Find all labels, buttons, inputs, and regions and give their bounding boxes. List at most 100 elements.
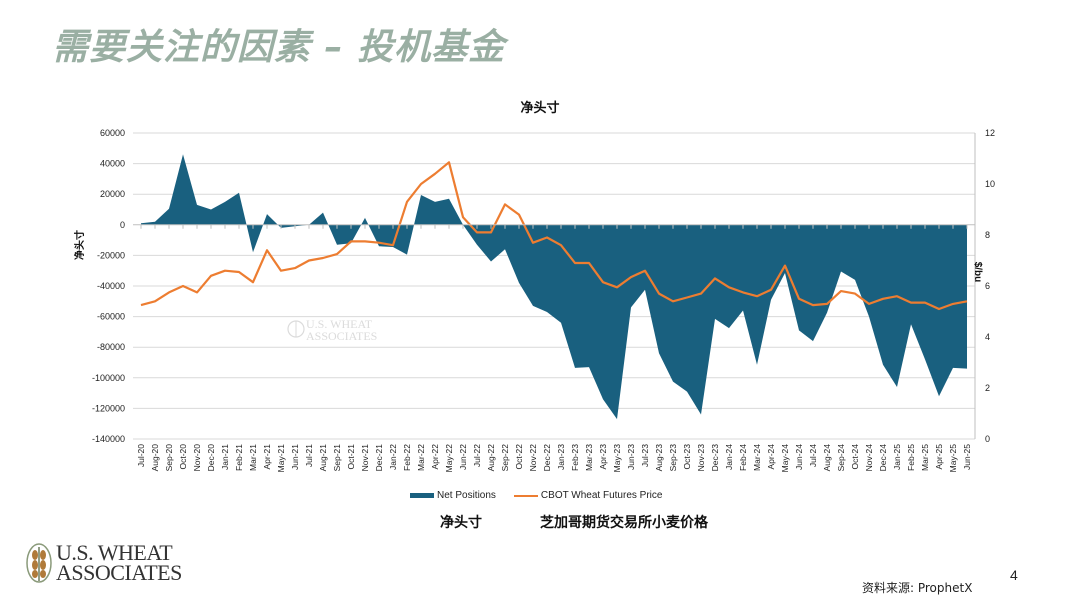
y2-tick-label: 0 bbox=[985, 434, 990, 444]
legend-swatch-area bbox=[410, 493, 434, 498]
net-positions-area bbox=[141, 154, 967, 420]
y2-tick-label: 10 bbox=[985, 179, 995, 189]
legend-label: Net Positions bbox=[437, 490, 496, 501]
x-tick-label: Jan-23 bbox=[556, 444, 566, 470]
x-tick-label: Jul-23 bbox=[640, 444, 650, 467]
x-tick-label: Jun-25 bbox=[962, 444, 972, 470]
x-tick-label: Mar-22 bbox=[416, 444, 426, 471]
x-tick-label: Jun-22 bbox=[458, 444, 468, 470]
source-note: 资料来源: ProphetX bbox=[862, 581, 973, 595]
y-tick-label: 20000 bbox=[100, 189, 125, 199]
svg-text:U.S. WHEAT: U.S. WHEAT bbox=[306, 317, 373, 331]
x-tick-label: Oct-20 bbox=[178, 444, 188, 470]
x-tick-label: Apr-21 bbox=[262, 444, 272, 470]
y-tick-label: -120000 bbox=[92, 403, 125, 413]
x-tick-label: Sep-21 bbox=[332, 444, 342, 472]
x-tick-label: Nov-21 bbox=[360, 444, 370, 472]
price-line bbox=[140, 161, 968, 311]
chart-title: 净头寸 bbox=[520, 100, 559, 116]
x-tick-label: Nov-23 bbox=[696, 444, 706, 472]
y-tick-label: -80000 bbox=[97, 342, 125, 352]
x-tick-label: Feb-22 bbox=[402, 444, 412, 471]
x-tick-label: Jul-22 bbox=[472, 444, 482, 467]
legend-item-price: CBOT Wheat Futures Price bbox=[513, 490, 663, 501]
y2-tick-label: 12 bbox=[985, 128, 995, 138]
y2-axis-label: $/bu bbox=[972, 262, 983, 283]
x-tick-label: Mar-21 bbox=[248, 444, 258, 471]
y2-tick-label: 2 bbox=[985, 383, 990, 393]
x-tick-label: Sep-22 bbox=[500, 444, 510, 472]
y-tick-label: 0 bbox=[120, 220, 125, 230]
y-tick-label: -140000 bbox=[92, 434, 125, 444]
y2-tick-label: 4 bbox=[985, 332, 990, 342]
page-number: 4 bbox=[1010, 567, 1018, 583]
x-tick-label: Aug-23 bbox=[654, 444, 664, 472]
y-tick-label: -40000 bbox=[97, 281, 125, 291]
x-tick-label: Nov-20 bbox=[192, 444, 202, 472]
x-tick-label: Aug-21 bbox=[318, 444, 328, 472]
watermark-logo: U.S. WHEAT ASSOCIATES bbox=[287, 317, 377, 343]
y-tick-label: 60000 bbox=[100, 128, 125, 138]
legend-item-net-positions: Net Positions bbox=[410, 490, 496, 501]
x-tick-label: May-21 bbox=[276, 444, 286, 473]
x-tick-label: Dec-23 bbox=[710, 444, 720, 472]
x-tick-label: Dec-20 bbox=[206, 444, 216, 472]
x-tick-label: Nov-22 bbox=[528, 444, 538, 472]
x-tick-label: May-24 bbox=[780, 444, 790, 473]
x-tick-label: Jul-21 bbox=[304, 444, 314, 467]
x-tick-label: Jun-23 bbox=[626, 444, 636, 470]
x-tick-label: Oct-21 bbox=[346, 444, 356, 470]
x-tick-label: Dec-22 bbox=[542, 444, 552, 472]
x-tick-label: Oct-24 bbox=[850, 444, 860, 470]
x-tick-label: Jul-24 bbox=[808, 444, 818, 467]
x-tick-label: Apr-22 bbox=[430, 444, 440, 470]
x-tick-label: Jun-21 bbox=[290, 444, 300, 470]
x-tick-label: Aug-24 bbox=[822, 444, 832, 472]
chart-legend: Net Positions CBOT Wheat Futures Price bbox=[410, 490, 662, 501]
y-tick-label: 40000 bbox=[100, 159, 125, 169]
x-tick-label: Mar-23 bbox=[584, 444, 594, 471]
wheat-logo-icon bbox=[26, 543, 52, 583]
x-tick-label: Jan-24 bbox=[724, 444, 734, 470]
x-tick-label: Mar-25 bbox=[920, 444, 930, 471]
x-tick-label: Aug-22 bbox=[486, 444, 496, 472]
y-tick-label: -100000 bbox=[92, 373, 125, 383]
x-tick-label: Sep-20 bbox=[164, 444, 174, 472]
y2-tick-label: 6 bbox=[985, 281, 990, 291]
x-tick-label: Feb-23 bbox=[570, 444, 580, 471]
x-tick-label: Feb-24 bbox=[738, 444, 748, 471]
y-axis-label: 净头寸 bbox=[73, 230, 86, 260]
y2-tick-label: 8 bbox=[985, 230, 990, 240]
legend-label: CBOT Wheat Futures Price bbox=[540, 490, 663, 501]
y-tick-label: -20000 bbox=[97, 250, 125, 260]
x-tick-label: Oct-23 bbox=[682, 444, 692, 470]
x-tick-label: Aug-20 bbox=[150, 444, 160, 472]
x-tick-label: Jun-24 bbox=[794, 444, 804, 470]
x-tick-label: Apr-23 bbox=[598, 444, 608, 470]
logo-text-line2: ASSOCIATES bbox=[56, 560, 182, 585]
x-tick-label: Jan-25 bbox=[892, 444, 902, 470]
x-tick-label: Jul-20 bbox=[136, 444, 146, 467]
x-tick-label: Jan-21 bbox=[220, 444, 230, 470]
x-tick-label: Mar-24 bbox=[752, 444, 762, 471]
svg-text:ASSOCIATES: ASSOCIATES bbox=[306, 329, 377, 343]
x-tick-label: Feb-21 bbox=[234, 444, 244, 471]
legend-cn-net: 净头寸 bbox=[440, 515, 482, 531]
x-tick-label: Apr-24 bbox=[766, 444, 776, 470]
slide-title: 需要关注的因素 – 投机基金 bbox=[52, 27, 506, 68]
x-tick-label: Oct-22 bbox=[514, 444, 524, 470]
x-tick-label: May-22 bbox=[444, 444, 454, 473]
x-tick-label: Sep-24 bbox=[836, 444, 846, 472]
x-tick-label: Jan-22 bbox=[388, 444, 398, 470]
x-tick-label: Sep-23 bbox=[668, 444, 678, 472]
x-tick-label: May-23 bbox=[612, 444, 622, 473]
legend-swatch-line bbox=[513, 494, 538, 497]
x-tick-label: May-25 bbox=[948, 444, 958, 473]
x-tick-label: Dec-24 bbox=[878, 444, 888, 472]
legend-cn-price: 芝加哥期货交易所小麦价格 bbox=[540, 515, 708, 531]
logo-text-line1: U.S. WHEAT bbox=[56, 540, 173, 565]
x-tick-label: Feb-25 bbox=[906, 444, 916, 471]
x-tick-label: Dec-21 bbox=[374, 444, 384, 472]
y-tick-label: -60000 bbox=[97, 312, 125, 322]
